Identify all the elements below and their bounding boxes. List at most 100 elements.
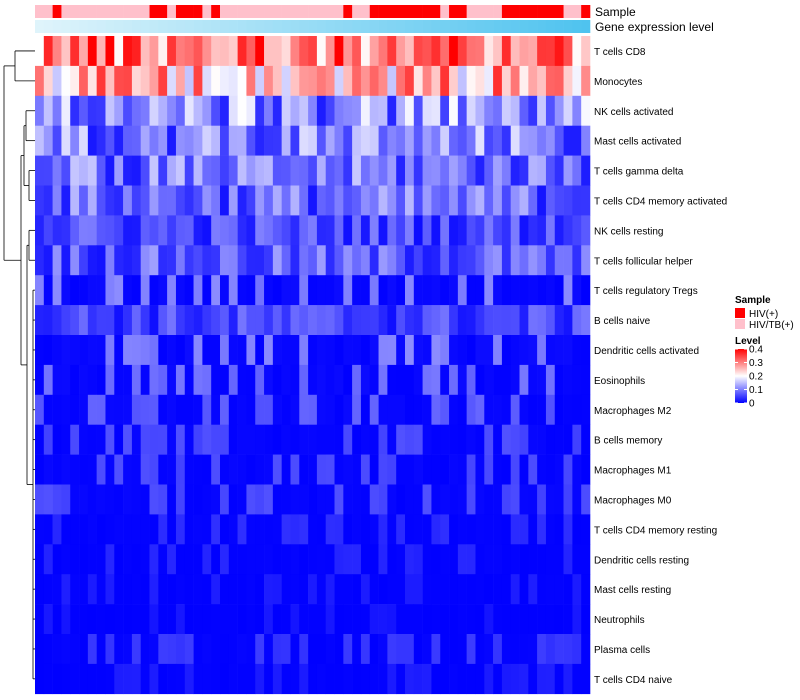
heatmap-cell — [325, 514, 335, 545]
heatmap-cell — [316, 544, 327, 575]
heatmap-cell — [493, 574, 503, 605]
heatmap-cell — [528, 275, 538, 306]
heatmap-cell — [272, 65, 282, 97]
heatmap-cell — [202, 394, 212, 425]
heatmap-cell — [35, 125, 45, 156]
heatmap-cell — [501, 185, 512, 216]
heatmap-cell — [87, 514, 97, 545]
heatmap-cell — [131, 574, 142, 605]
heatmap-cell — [87, 574, 97, 605]
heatmap-cell — [422, 305, 432, 336]
heatmap-cell — [369, 663, 379, 695]
expression-level-annotation-cell — [545, 20, 556, 33]
heatmap-cell — [131, 663, 142, 695]
heatmap-cell — [325, 604, 335, 635]
heatmap-cell — [484, 185, 494, 216]
heatmap-cell — [87, 604, 97, 635]
heatmap-cell — [563, 454, 573, 485]
legend-level-tick-label: 0.2 — [749, 372, 763, 383]
heatmap-cell — [449, 634, 459, 665]
expression-level-annotation-cell — [70, 20, 80, 33]
heatmap-cell — [131, 65, 142, 97]
heatmap-cell — [325, 125, 335, 156]
expression-level-annotation-cell — [554, 20, 564, 33]
sample-annotation-cell — [158, 5, 168, 18]
heatmap-cell — [457, 424, 467, 455]
heatmap-cell — [255, 574, 265, 605]
heatmap-cell — [475, 663, 485, 695]
heatmap-cell — [554, 245, 564, 276]
heatmap-cell — [281, 125, 291, 156]
heatmap-cell — [554, 185, 564, 216]
heatmap-cell — [431, 215, 441, 246]
heatmap-cell — [545, 663, 556, 695]
sample-annotation-track — [35, 5, 591, 18]
heatmap-cell — [387, 125, 397, 156]
heatmap-cell — [493, 65, 503, 97]
heatmap-cell — [501, 36, 512, 67]
heatmap-cell — [343, 335, 353, 366]
heatmap-cell — [369, 424, 379, 455]
heatmap-cell — [105, 394, 115, 425]
heatmap-cell — [184, 245, 194, 276]
heatmap-cell — [228, 544, 238, 575]
heatmap-cell — [211, 215, 221, 246]
heatmap-cell — [299, 663, 309, 695]
heatmap-cell — [334, 36, 344, 67]
heatmap-cell — [149, 275, 159, 306]
heatmap-cell — [281, 514, 291, 545]
heatmap-cell — [396, 424, 406, 455]
heatmap-cell — [360, 484, 371, 515]
expression-level-annotation-cell — [352, 20, 362, 33]
heatmap-cell — [581, 364, 591, 396]
heatmap-cell — [545, 305, 556, 336]
heatmap-cell — [466, 245, 476, 276]
heatmap-cell — [193, 604, 203, 635]
heatmap-cell — [563, 245, 573, 276]
heatmap-cell — [316, 574, 327, 605]
heatmap-cell — [510, 275, 520, 306]
heatmap-cell — [61, 544, 71, 575]
heatmap-cell — [123, 544, 133, 575]
heatmap-cell — [35, 65, 45, 97]
heatmap-cell — [563, 275, 573, 306]
legend-level-title: Level — [735, 336, 761, 347]
heatmap-cell — [475, 155, 485, 186]
heatmap-cell — [228, 95, 238, 126]
heatmap-cell — [299, 65, 309, 97]
heatmap-cell — [343, 544, 353, 575]
expression-level-annotation-cell — [211, 20, 221, 33]
heatmap-cell — [422, 484, 432, 515]
heatmap-cell — [475, 65, 485, 97]
expression-level-annotation-cell — [96, 20, 106, 33]
sample-annotation-label: Sample — [595, 5, 636, 19]
heatmap-cell — [413, 275, 423, 306]
expression-level-annotation-cell — [501, 20, 512, 33]
heatmap-cell — [369, 394, 379, 425]
heatmap-cell — [475, 604, 485, 635]
heatmap-cell — [528, 424, 538, 455]
heatmap-cell — [431, 155, 441, 186]
heatmap-cell — [493, 634, 503, 665]
heatmap-cell — [79, 36, 89, 67]
heatmap-cell — [114, 574, 124, 605]
heatmap-cell — [352, 305, 362, 336]
expression-level-annotation-cell — [131, 20, 142, 33]
heatmap-cell — [123, 454, 133, 485]
heatmap-cell — [211, 335, 221, 366]
heatmap-cell — [457, 125, 467, 156]
heatmap-cell — [325, 185, 335, 216]
heatmap-cell — [431, 394, 441, 425]
heatmap-cell — [281, 574, 291, 605]
heatmap-cell — [220, 65, 230, 97]
heatmap-cell — [61, 604, 71, 635]
heatmap-cell — [114, 155, 124, 186]
heatmap-cell — [246, 275, 256, 306]
heatmap-cell — [369, 604, 379, 635]
heatmap-cell — [43, 424, 53, 455]
heatmap-cell — [352, 604, 362, 635]
heatmap-cell — [193, 544, 203, 575]
heatmap-cell — [105, 544, 115, 575]
heatmap-cell — [290, 663, 300, 695]
heatmap-cell — [325, 335, 335, 366]
